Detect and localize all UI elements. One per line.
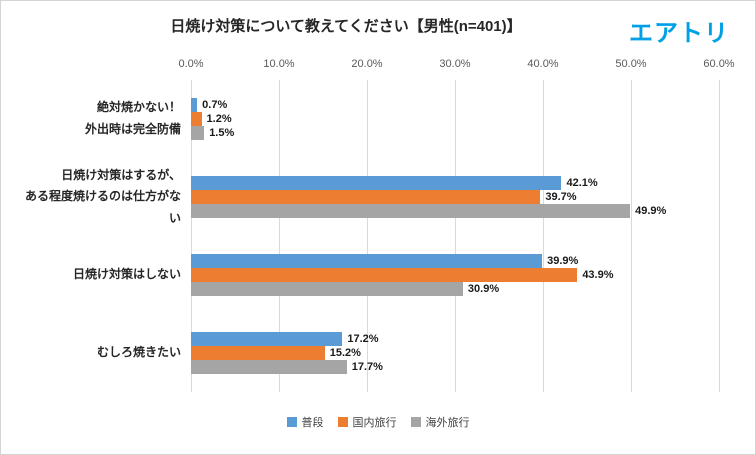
data-label: 1.2%: [206, 113, 232, 125]
legend-swatch: [286, 417, 297, 427]
x-axis-tick-label: 50.0%: [615, 58, 647, 70]
category-label: 絶対焼かない！ 外出時は完全防備: [84, 100, 181, 136]
bar-国内旅行: [191, 346, 325, 360]
data-label: 15.2%: [329, 347, 361, 359]
bar-line: 1.5%: [191, 126, 719, 140]
gridline: [367, 80, 368, 392]
legend-item-海外旅行: 海外旅行: [410, 414, 470, 430]
axis-spacer: [15, 58, 191, 74]
bar-line: 43.9%: [191, 268, 719, 282]
bar-海外旅行: [191, 282, 463, 296]
data-label: 30.9%: [467, 283, 500, 295]
x-axis-tick-label: 10.0%: [263, 58, 295, 70]
bar-line: 0.7%: [191, 98, 719, 112]
legend-swatch: [337, 417, 348, 427]
bar-group: 0.7% 1.2% 1.5%: [191, 80, 719, 158]
bar-普段: [191, 254, 543, 268]
legend-label: 国内旅行: [352, 417, 397, 429]
bar-rows: 0.7% 1.2% 1.5% 42.1% 39.7% 49.9% 39.9% 43.9% 30.…: [191, 80, 719, 392]
bar-line: 15.2%: [191, 346, 719, 360]
bar-海外旅行: [191, 126, 205, 140]
x-axis: 0.0% 10.0% 20.0% 30.0% 40.0% 50.0% 60.0%: [15, 58, 734, 74]
legend: 普段 国内旅行 海外旅行: [1, 414, 755, 430]
bar-海外旅行: [191, 204, 631, 218]
x-axis-tick-label: 40.0%: [527, 58, 559, 70]
gridlines: [191, 80, 720, 392]
data-label: 17.7%: [351, 361, 383, 373]
data-label: 39.9%: [547, 255, 579, 267]
bar-普段: [191, 176, 562, 190]
airtrip-logo: エアトリ: [629, 20, 729, 47]
bar-line: 17.2%: [191, 332, 719, 346]
data-label: 39.7%: [545, 191, 577, 203]
category-label: むしろ焼きたい: [96, 345, 181, 360]
data-label: 0.7%: [202, 99, 228, 111]
bar-普段: [191, 332, 343, 346]
gridline: [279, 80, 280, 392]
bar-line: 17.7%: [191, 360, 719, 374]
data-label: 42.1%: [566, 177, 598, 189]
data-label: 43.9%: [582, 269, 614, 281]
category-label: 日焼け対策はするが、 ある程度焼けるのは仕方がない: [24, 167, 181, 225]
bar-line: 30.9%: [191, 282, 719, 296]
bar-line: 49.9%: [191, 204, 719, 218]
x-axis-tick-label: 20.0%: [351, 58, 383, 70]
bar-line: 1.2%: [191, 112, 719, 126]
data-label: 17.2%: [347, 333, 379, 345]
plot-area: 0.7% 1.2% 1.5% 42.1% 39.7% 49.9% 39.9% 43.9% 30.…: [191, 80, 720, 392]
bar-国内旅行: [191, 268, 578, 282]
gridline: [631, 80, 632, 392]
bar-group: 42.1% 39.7% 49.9%: [191, 158, 719, 236]
x-axis-tick-label: 0.0%: [178, 58, 204, 70]
legend-swatch: [410, 417, 421, 427]
category-label: 日焼け対策はしない: [72, 267, 181, 282]
bar-group: 17.2% 15.2% 17.7%: [191, 314, 719, 392]
chart-title: 日焼け対策について教えてください【男性(n=401)】: [170, 18, 522, 35]
gridline: [719, 80, 720, 392]
gridline: [543, 80, 544, 392]
data-label: 49.9%: [635, 205, 667, 217]
bar-国内旅行: [191, 190, 541, 204]
category-axis: 絶対焼かない！ 外出時は完全防備日焼け対策はするが、 ある程度焼けるのは仕方がな…: [15, 80, 191, 392]
x-axis-tick-label: 60.0%: [703, 58, 735, 70]
gridline: [191, 80, 192, 392]
legend-item-普段: 普段: [286, 414, 324, 430]
bar-普段: [191, 98, 198, 112]
bar-line: 42.1%: [191, 176, 719, 190]
bar-line: 39.7%: [191, 190, 719, 204]
data-label: 1.5%: [209, 127, 235, 139]
bar-group: 39.9% 43.9% 30.9%: [191, 236, 719, 314]
gridline: [455, 80, 456, 392]
x-axis-tick-label: 30.0%: [439, 58, 471, 70]
bar-line: 39.9%: [191, 254, 719, 268]
bar-海外旅行: [191, 360, 347, 374]
legend-label: 海外旅行: [425, 417, 470, 429]
legend-label: 普段: [301, 417, 324, 429]
plot-body: 絶対焼かない！ 外出時は完全防備日焼け対策はするが、 ある程度焼けるのは仕方がな…: [15, 80, 720, 392]
bar-国内旅行: [191, 112, 202, 126]
legend-item-国内旅行: 国内旅行: [337, 414, 397, 430]
x-axis-tick-labels: 0.0% 10.0% 20.0% 30.0% 40.0% 50.0% 60.0%: [178, 58, 734, 74]
chart-area: 0.0% 10.0% 20.0% 30.0% 40.0% 50.0% 60.0% 絶対焼かな…: [1, 58, 755, 392]
